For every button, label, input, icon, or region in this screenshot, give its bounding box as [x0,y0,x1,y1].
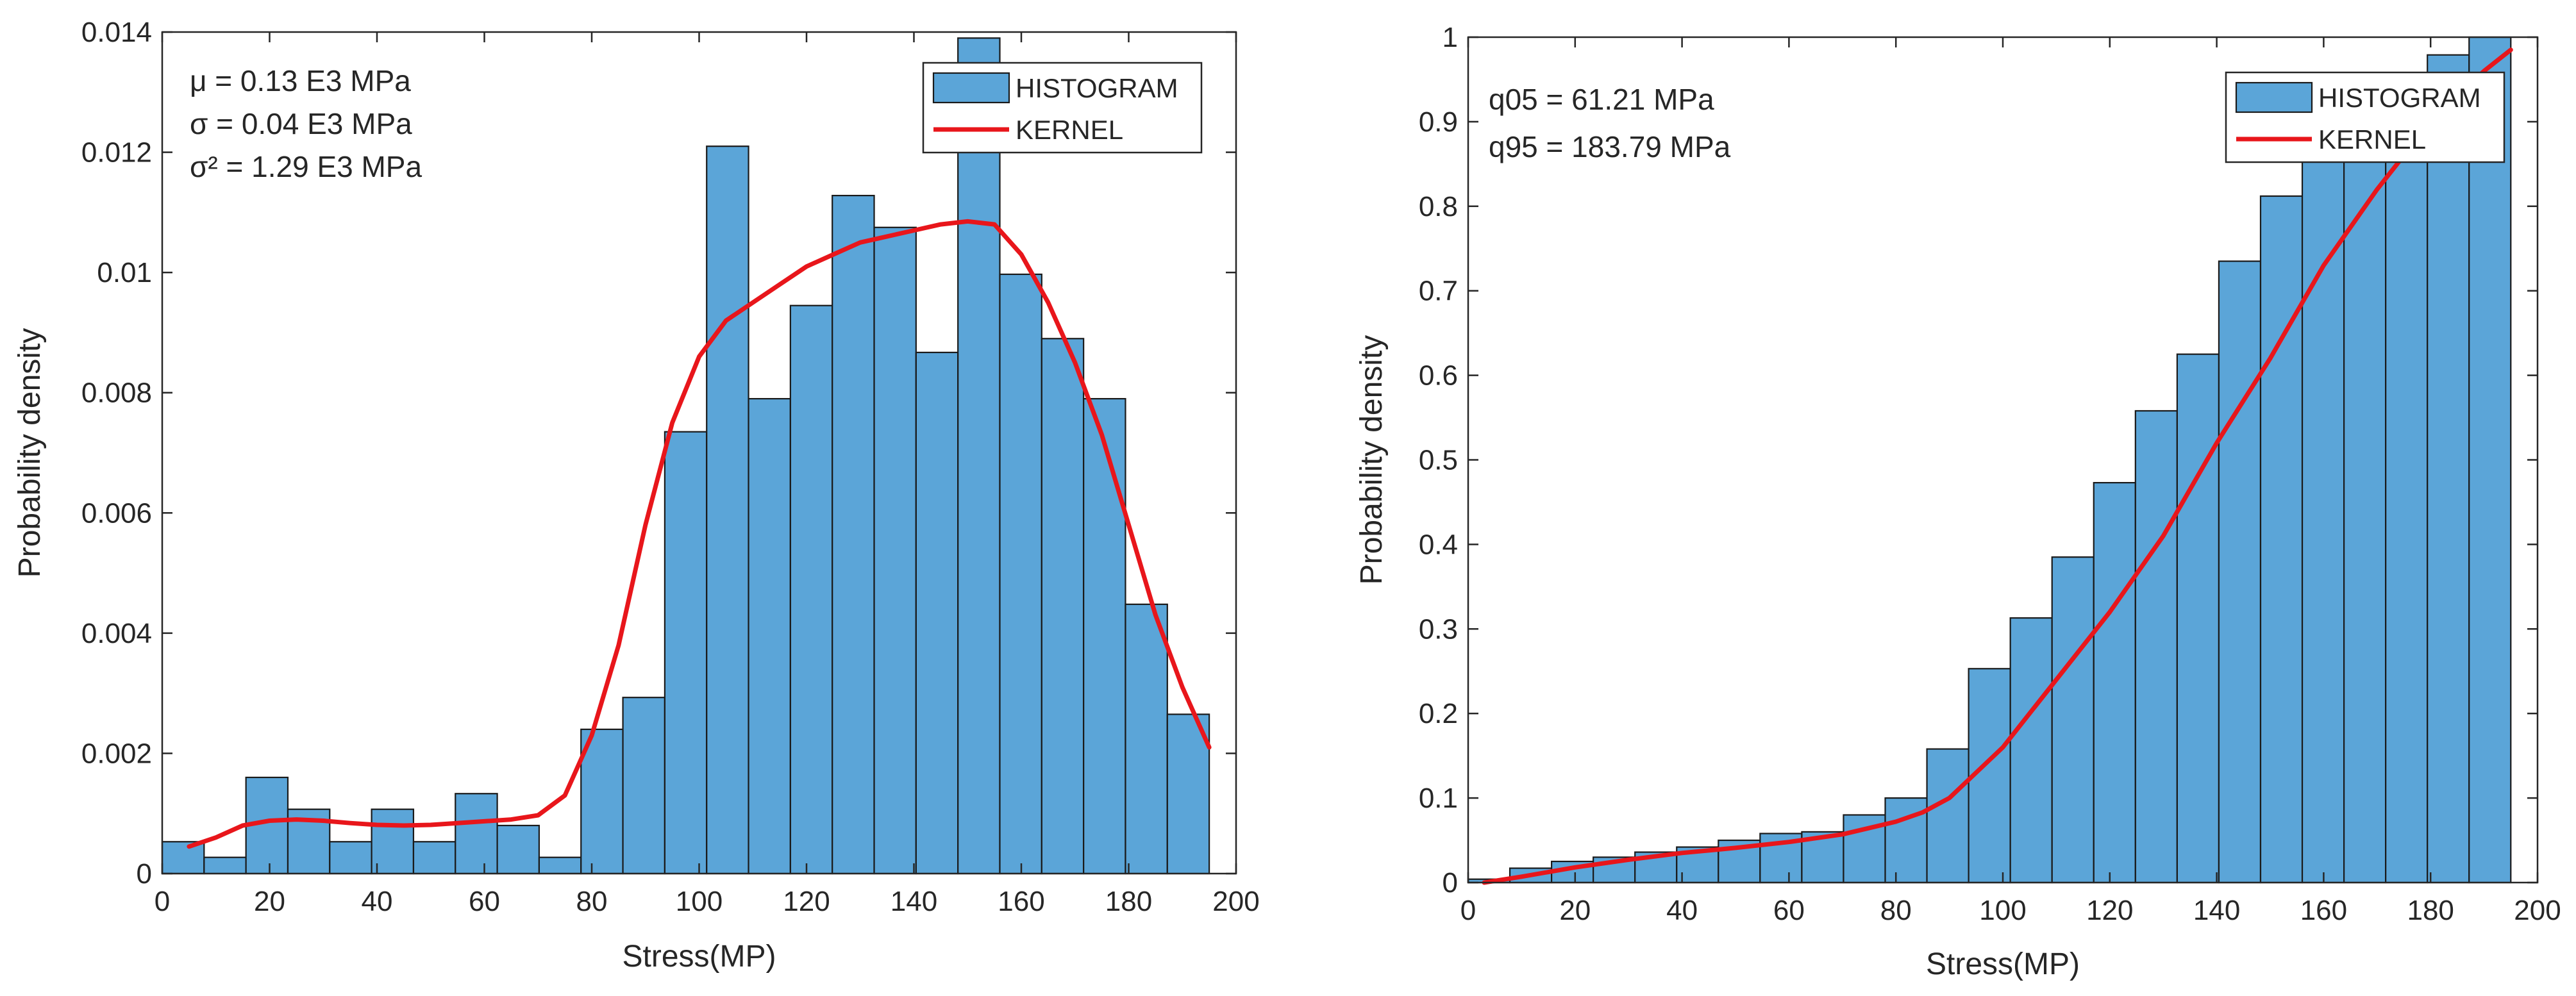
histogram-bar [2009,617,2053,884]
histogram-bar [873,226,917,875]
legend-kernel-label: KERNEL [1016,115,1123,145]
stat-annotation: q95 = 183.79 MPa [1489,130,1731,163]
y-tick-label: 0.008 [81,378,152,409]
histogram-bar [2343,96,2387,884]
stat-annotation: q05 = 61.21 MPa [1489,83,1714,116]
y-tick-label: 0.7 [1419,276,1458,307]
histogram-bar [412,841,456,875]
histogram-bar [706,145,749,875]
x-tick-label: 80 [576,886,608,917]
x-tick-label: 120 [2086,895,2133,926]
y-tick-label: 0.6 [1419,360,1458,392]
x-tick-label: 120 [783,886,830,917]
kernel-line [187,219,1212,849]
y-tick-label: 0.012 [81,137,152,169]
histogram-bar [2427,54,2470,884]
histogram-bar [664,431,708,875]
histogram-bar [1083,397,1126,875]
histogram-bar [371,808,415,875]
histogram-bar [1926,748,1970,884]
histogram-bar [2468,36,2512,884]
y-tick-label: 0.2 [1419,698,1458,729]
histogram-bar [580,728,624,875]
x-tick-label: 180 [2407,895,2454,926]
histogram-bar [915,351,959,875]
y-tick-label: 0.004 [81,618,152,649]
x-tick-label: 20 [254,886,285,917]
stat-annotation: μ = 0.13 E3 MPa [190,64,411,97]
histogram-bar [2051,556,2095,884]
x-tick-label: 160 [2300,895,2347,926]
histogram-bar [496,824,540,875]
legend-kernel-label: KERNEL [2318,124,2426,154]
y-tick-label: 0 [137,858,152,890]
histogram-bar [2218,260,2262,884]
histogram-bar [161,841,205,875]
histogram-bar [2301,142,2345,884]
x-tick-label: 100 [1979,895,2026,926]
histogram-bar [455,793,498,875]
y-axis-label: Probability density [13,328,47,578]
left-density-chart: 0 20 40 60 80 100 120 140 160 180 200 0 0.002 0.004 0.… [13,17,1260,974]
legend-histogram-label: HISTOGRAM [1016,73,1178,103]
histogram-bar [2385,72,2429,884]
legend-histogram-label: HISTOGRAM [2318,83,2481,113]
x-tick-label: 80 [1880,895,1912,926]
histogram-bar [957,37,1001,875]
histogram-bar [622,697,666,875]
histogram-bar [999,273,1042,875]
y-tick-label: 1 [1443,22,1458,53]
x-tick-label: 60 [469,886,500,917]
y-axis-label: Probability density [1355,335,1389,585]
legend-histogram-swatch [932,72,1010,104]
x-tick-label: 160 [998,886,1044,917]
x-axis-label: Stress(MP) [623,940,776,974]
y-tick-label: 0.9 [1419,106,1458,138]
y-tick-label: 0.1 [1419,783,1458,814]
x-tick-label: 140 [891,886,937,917]
histogram-bar [1125,603,1168,875]
histogram-bar [1166,713,1210,875]
x-tick-label: 60 [1773,895,1805,926]
histogram-bar [2134,410,2178,884]
y-tick-label: 0.01 [97,257,152,288]
histogram-bar [832,194,875,875]
x-tick-label: 180 [1105,886,1152,917]
stat-annotation: σ² = 1.29 E3 MPa [190,150,422,183]
x-tick-label: 140 [2193,895,2240,926]
x-tick-label: 40 [1666,895,1698,926]
histogram-bar [748,397,791,875]
x-tick-label: 20 [1559,895,1591,926]
legend-histogram-swatch [2235,81,2313,113]
histogram-bar [538,856,582,875]
x-tick-label: 0 [1460,895,1476,926]
x-tick-label: 40 [362,886,393,917]
y-tick-label: 0.4 [1419,529,1458,560]
x-tick-label: 200 [1212,886,1259,917]
histogram-bar [1041,338,1085,875]
histogram-bar [203,856,247,875]
histogram-bar [329,841,372,875]
y-tick-label: 0.5 [1419,445,1458,476]
x-tick-label: 200 [2514,895,2561,926]
right-cumulative-chart: 0 20 40 60 80 100 120 140 160 180 200 0 0.1 0.2 0.3 0.4… [1355,22,2561,981]
y-tick-label: 0 [1443,867,1458,899]
histogram-bar [2176,353,2220,884]
histogram-bar [2093,482,2136,884]
x-tick-label: 100 [676,886,723,917]
y-tick-label: 0.014 [81,17,152,48]
y-tick-label: 0.3 [1419,613,1458,645]
histogram-bar [2259,195,2304,884]
kernel-line [1482,47,2513,885]
y-tick-label: 0.002 [81,738,152,769]
stat-annotation: σ = 0.04 E3 MPa [190,107,412,140]
x-tick-label: 0 [155,886,170,917]
x-axis-label: Stress(MP) [1926,947,2080,981]
y-tick-label: 0.8 [1419,191,1458,222]
histogram-bar [789,304,833,875]
y-tick-label: 0.006 [81,497,152,529]
